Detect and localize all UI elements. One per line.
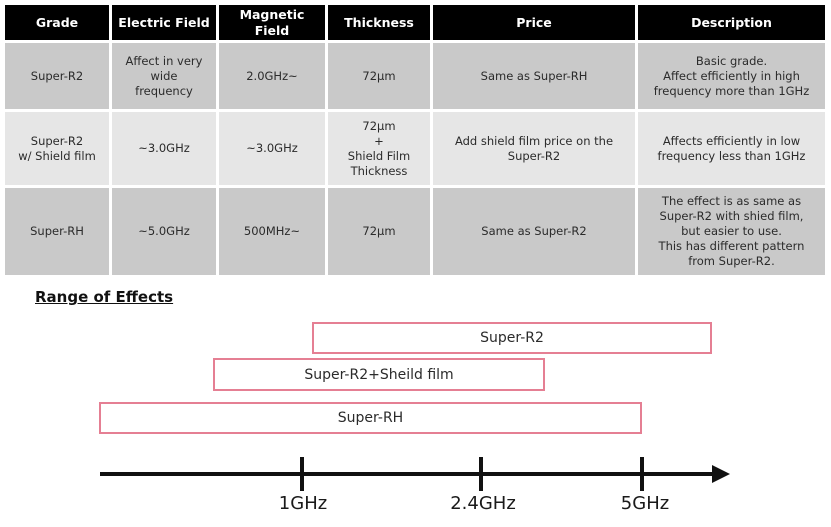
header-electric-field: Electric Field (112, 5, 216, 41)
axis-arrowhead-icon (712, 465, 730, 483)
cell-grade: Super-R2 (5, 43, 109, 110)
cell-electric-field: Affect in very wide frequency (112, 43, 216, 110)
cell-magnetic-field: ~3.0GHz (219, 112, 325, 186)
range-bar-label: Super-RH (337, 410, 404, 426)
grade-comparison-table: Grade Electric Field Magnetic Field Thic… (2, 2, 828, 278)
range-bar-super-r2-shield-film: Super-R2+Sheild film (213, 358, 545, 391)
cell-grade: Super-R2 w/ Shield film (5, 112, 109, 186)
cell-thickness: 72µm (328, 188, 430, 276)
header-description: Description (638, 5, 825, 41)
range-bar-super-rh: Super-RH (99, 402, 642, 434)
range-bar-label: Super-R2+Sheild film (304, 366, 454, 383)
cell-description: The effect is as same as Super-R2 with s… (638, 188, 825, 276)
cell-thickness: 72µm + Shield Film Thickness (328, 112, 430, 186)
range-bar-super-r2: Super-R2 (312, 322, 712, 354)
cell-magnetic-field: 500MHz~ (219, 188, 325, 276)
axis-label-5ghz: 5GHz (620, 493, 670, 514)
cell-description: Affects efficiently in low frequency les… (638, 112, 825, 186)
header-price: Price (433, 5, 635, 41)
axis-tick-1ghz (300, 457, 304, 491)
header-thickness: Thickness (328, 5, 430, 41)
axis-tick-2-4ghz (479, 457, 483, 491)
header-magnetic-field: Magnetic Field (219, 5, 325, 41)
cell-magnetic-field: 2.0GHz~ (219, 43, 325, 110)
table-header-row: Grade Electric Field Magnetic Field Thic… (5, 5, 825, 41)
cell-electric-field: ~5.0GHz (112, 188, 216, 276)
cell-grade: Super-RH (5, 188, 109, 276)
table-row-super-r2-shield-film: Super-R2 w/ Shield film ~3.0GHz ~3.0GHz … (5, 112, 825, 186)
range-bar-label: Super-R2 (480, 330, 544, 346)
cell-price: Same as Super-R2 (433, 188, 635, 276)
axis-tick-5ghz (640, 457, 644, 491)
axis-label-2-4ghz: 2.4GHz (450, 493, 516, 514)
table-row-super-rh: Super-RH ~5.0GHz 500MHz~ 72µm Same as Su… (5, 188, 825, 276)
header-grade: Grade (5, 5, 109, 41)
cell-thickness: 72µm (328, 43, 430, 110)
axis-label-1ghz: 1GHz (278, 493, 328, 514)
table-row-super-r2: Super-R2 Affect in very wide frequency 2… (5, 43, 825, 110)
cell-price: Add shield film price on the Super-R2 (433, 112, 635, 186)
range-of-effects-title: Range of Effects (35, 288, 174, 306)
cell-description: Basic grade. Affect efficiently in high … (638, 43, 825, 110)
cell-price: Same as Super-RH (433, 43, 635, 110)
frequency-axis-line (100, 472, 716, 476)
cell-electric-field: ~3.0GHz (112, 112, 216, 186)
